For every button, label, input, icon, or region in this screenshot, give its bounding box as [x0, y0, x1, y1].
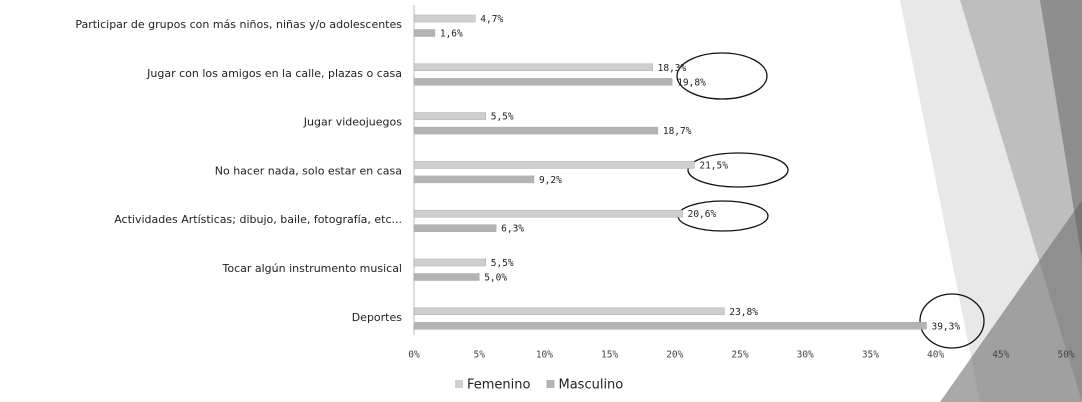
- x-tick-label: 50%: [1057, 350, 1074, 361]
- bar: [413, 112, 486, 120]
- category-label: Jugar videojuegos: [303, 116, 403, 129]
- bar: [413, 273, 480, 281]
- x-tick-label: 45%: [992, 350, 1009, 361]
- value-label: 18,3%: [658, 63, 687, 74]
- legend-swatch: [455, 380, 463, 388]
- value-label: 39,3%: [931, 321, 960, 332]
- bar: [413, 161, 695, 169]
- bar: [413, 307, 725, 316]
- bar: [413, 258, 486, 267]
- category-label: Deportes: [352, 311, 403, 324]
- value-label: 23,8%: [729, 307, 758, 318]
- bar: [413, 224, 497, 232]
- category-label: Participar de grupos con más niños, niña…: [75, 18, 402, 31]
- annotation-circles: [676, 52, 985, 349]
- x-tick-label: 5%: [473, 350, 485, 361]
- value-label: 19,8%: [677, 77, 706, 88]
- bar: [413, 63, 653, 72]
- legend-label: Masculino: [558, 378, 623, 393]
- category-label: Tocar algún instrumento musical: [222, 262, 403, 275]
- bar: [413, 322, 927, 330]
- bar: [413, 126, 659, 135]
- bar: [413, 175, 535, 184]
- legend-swatch: [546, 380, 555, 388]
- category-label: Jugar con los amigos en la calle, plazas…: [146, 67, 402, 80]
- value-label: 4,7%: [480, 14, 503, 25]
- value-label: 21,5%: [699, 160, 728, 171]
- value-label: 18,7%: [663, 126, 692, 137]
- bar: [413, 14, 476, 23]
- x-tick-label: 35%: [862, 350, 879, 361]
- x-tick-label: 15%: [601, 350, 618, 361]
- value-label: 5,5%: [491, 258, 514, 269]
- x-tick-label: 0%: [408, 350, 420, 361]
- value-label: 9,2%: [539, 175, 562, 186]
- bar: [413, 209, 683, 218]
- x-tick-label: 10%: [536, 350, 553, 361]
- value-label: 1,6%: [440, 29, 463, 40]
- legend-label: Femenino: [467, 378, 531, 393]
- category-label: Actividades Artísticas; dibujo, baile, f…: [114, 213, 402, 226]
- category-label: No hacer nada, solo estar en casa: [215, 164, 402, 177]
- x-tick-label: 25%: [731, 350, 748, 361]
- x-tick-label: 30%: [797, 350, 814, 361]
- value-label: 5,5%: [491, 112, 514, 123]
- value-label: 20,6%: [688, 209, 717, 220]
- value-label: 5,0%: [484, 273, 507, 284]
- bar: [413, 78, 673, 86]
- x-tick-label: 40%: [927, 350, 944, 361]
- x-tick-label: 20%: [666, 350, 683, 361]
- background-decor: [900, 0, 1082, 402]
- value-label: 6,3%: [501, 224, 524, 235]
- bar: [413, 29, 436, 37]
